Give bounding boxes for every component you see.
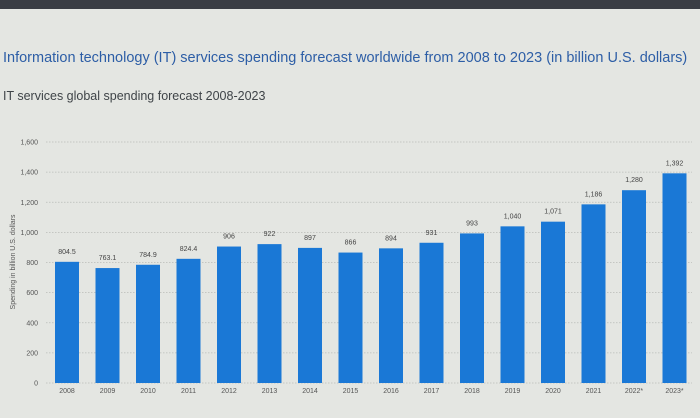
x-tick-label: 2019 (505, 388, 521, 395)
data-label: 894 (385, 235, 397, 242)
data-label: 866 (345, 240, 357, 247)
data-label: 763.1 (99, 255, 117, 262)
data-label: 931 (426, 230, 438, 237)
bar-2018[interactable] (460, 233, 484, 383)
data-label: 993 (466, 220, 478, 227)
bar-2008[interactable] (55, 261, 79, 383)
y-tick-label: 600 (26, 290, 38, 297)
y-tick-label: 1,200 (20, 200, 38, 207)
data-label: 804.5 (58, 249, 76, 256)
data-label: 1,040 (504, 213, 522, 220)
x-tick-label: 2013 (262, 388, 278, 395)
data-label: 1,392 (666, 160, 684, 167)
data-label: 824.4 (180, 246, 198, 253)
data-label: 906 (223, 234, 235, 241)
bar-2013[interactable] (257, 244, 282, 383)
bar-2017[interactable] (419, 242, 444, 383)
y-tick-label: 400 (26, 320, 38, 327)
x-tick-label: 2017 (424, 388, 440, 395)
y-axis-label: Spending in billion U.S. dollars (10, 214, 17, 309)
y-tick-label: 1,400 (20, 170, 38, 177)
bar-2009[interactable] (95, 268, 120, 383)
x-tick-label: 2012 (221, 388, 237, 395)
data-label: 1,280 (625, 177, 643, 184)
screen-top-bezel (0, 0, 700, 9)
x-tick-label: 2021 (586, 388, 602, 395)
x-tick-label: 2023* (665, 388, 684, 395)
bar-2012[interactable] (217, 246, 241, 383)
bar-2019[interactable] (500, 226, 525, 383)
x-tick-label: 2022* (625, 388, 644, 395)
x-tick-label: 2018 (464, 388, 480, 395)
bar-2021[interactable] (581, 204, 606, 383)
x-tick-label: 2020 (545, 388, 561, 395)
bar-2022*[interactable] (622, 190, 646, 383)
bar-2023*[interactable] (662, 173, 687, 383)
chart-title: Information technology (IT) services spe… (3, 50, 688, 66)
y-tick-label: 1,600 (20, 140, 38, 147)
y-tick-label: 1,000 (20, 230, 38, 237)
data-label: 784.9 (139, 252, 157, 259)
bar-2016[interactable] (379, 248, 403, 383)
data-label: 1,186 (585, 191, 603, 198)
x-tick-label: 2011 (181, 388, 196, 395)
data-label: 1,071 (544, 209, 562, 216)
data-label: 897 (304, 235, 316, 242)
bar-2010[interactable] (136, 264, 160, 383)
chart-subtitle: IT services global spending forecast 200… (3, 89, 266, 103)
bar-2015[interactable] (338, 252, 363, 383)
data-label: 922 (264, 231, 276, 238)
x-tick-label: 2008 (59, 388, 75, 395)
bar-2014[interactable] (298, 247, 322, 383)
y-tick-label: 800 (26, 260, 38, 267)
x-tick-label: 2014 (302, 388, 318, 395)
x-tick-label: 2016 (383, 388, 399, 395)
y-tick-label: 200 (26, 350, 38, 357)
x-tick-label: 2015 (343, 388, 359, 395)
y-tick-label: 0 (34, 381, 38, 388)
x-tick-label: 2010 (140, 388, 156, 395)
bar-2020[interactable] (541, 221, 565, 383)
bar-2011[interactable] (176, 258, 201, 383)
x-tick-label: 2009 (100, 388, 116, 395)
